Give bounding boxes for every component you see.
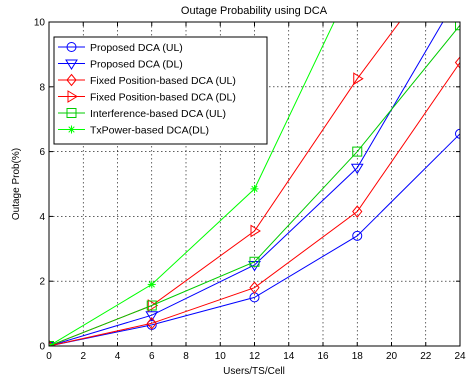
x-tick-label: 4: [115, 351, 121, 362]
x-tick-label: 8: [183, 351, 189, 362]
series-line: [49, 133, 460, 346]
chart-title: Outage Probability using DCA: [181, 5, 328, 17]
data-point: [145, 311, 159, 322]
legend-label: Proposed DCA (DL): [90, 58, 183, 70]
legend-label: TxPower-based DCA(DL): [90, 124, 209, 136]
y-tick-label: 2: [39, 277, 45, 288]
y-tick-label: 6: [39, 147, 45, 158]
x-tick-label: 10: [215, 351, 227, 362]
data-point: [353, 72, 364, 86]
legend-marker: [66, 108, 77, 118]
series-line: [49, 24, 460, 346]
data-point: [49, 342, 56, 346]
data-point: [352, 205, 363, 218]
legend-marker: [66, 42, 77, 52]
legend: Proposed DCA (UL) Proposed DCA (DL) Fixed …: [53, 36, 268, 145]
legend-marker: [67, 125, 76, 134]
legend-marker: [67, 90, 78, 103]
data-point: [146, 300, 157, 311]
y-tick-label: 0: [39, 342, 45, 353]
data-point: [250, 224, 261, 238]
x-tick-label: 6: [149, 351, 155, 362]
x-tick-label: 24: [454, 351, 466, 362]
data-point: [147, 280, 156, 289]
y-tick-label: 4: [39, 212, 45, 223]
series-interference-based-dca-ul: [49, 22, 460, 346]
data-point: [49, 342, 53, 346]
x-tick-label: 22: [420, 351, 432, 362]
x-tick-label: 16: [317, 351, 329, 362]
x-tick-label: 0: [46, 351, 52, 362]
x-tick-label: 18: [352, 351, 364, 362]
data-point: [352, 230, 363, 241]
x-tick-label: 12: [249, 351, 261, 362]
x-tick-label: 20: [386, 351, 398, 362]
legend-label: Proposed DCA (UL): [90, 42, 183, 54]
data-point: [455, 128, 460, 139]
series-line: [49, 62, 460, 346]
y-axis-label: Outage Prob(%): [11, 148, 22, 220]
y-tick-label: 10: [34, 18, 46, 29]
data-point: [146, 317, 157, 330]
x-axis-label: Users/TS/Cell: [223, 366, 285, 377]
series-txpower-based-dca-dl: [49, 22, 335, 346]
legend-label: Fixed Position-based DCA (DL): [90, 91, 236, 103]
legend-entry: Fixed Position-based DCA (UL): [58, 73, 236, 87]
legend-entry: TxPower-based DCA(DL): [58, 124, 209, 136]
data-point: [250, 184, 259, 193]
data-point: [147, 299, 159, 312]
x-tick-label: 2: [80, 351, 86, 362]
legend-box: [53, 36, 268, 145]
legend-entry: Fixed Position-based DCA (DL): [58, 90, 236, 103]
data-point: [249, 256, 260, 267]
legend-marker: [65, 59, 78, 70]
legend-label: Fixed Position-based DCA (UL): [90, 75, 236, 87]
legend-entry: Proposed DCA (UL): [58, 42, 183, 54]
legend-label: Interference-based DCA (UL): [90, 108, 226, 120]
legend-entry: Proposed DCA (DL): [58, 58, 183, 70]
data-point: [455, 22, 460, 31]
data-point: [352, 146, 363, 157]
data-point: [454, 56, 460, 69]
data-point: [249, 281, 260, 294]
series-layer: [49, 22, 460, 346]
x-tick-label: 14: [283, 351, 295, 362]
data-point: [350, 163, 364, 175]
y-tick-label: 8: [39, 82, 45, 93]
legend-entry: Interference-based DCA (UL): [58, 108, 226, 120]
legend-marker: [66, 73, 77, 87]
